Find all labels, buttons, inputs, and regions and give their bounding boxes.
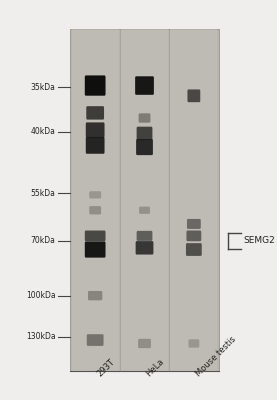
Text: HeLa: HeLa (145, 357, 166, 379)
FancyBboxPatch shape (87, 334, 104, 346)
FancyBboxPatch shape (138, 339, 151, 348)
FancyBboxPatch shape (136, 139, 153, 155)
FancyBboxPatch shape (188, 339, 199, 348)
FancyBboxPatch shape (70, 29, 219, 371)
FancyBboxPatch shape (85, 76, 106, 96)
FancyBboxPatch shape (86, 122, 104, 138)
Text: 130kDa: 130kDa (26, 332, 56, 341)
Text: Mouse testis: Mouse testis (194, 335, 238, 379)
FancyBboxPatch shape (186, 230, 201, 241)
FancyBboxPatch shape (188, 90, 200, 102)
Text: 100kDa: 100kDa (26, 291, 56, 300)
FancyBboxPatch shape (137, 127, 152, 140)
FancyBboxPatch shape (136, 241, 153, 254)
FancyBboxPatch shape (139, 207, 150, 214)
Text: 40kDa: 40kDa (31, 127, 56, 136)
Text: 35kDa: 35kDa (31, 83, 56, 92)
FancyBboxPatch shape (86, 137, 104, 154)
FancyBboxPatch shape (85, 230, 106, 241)
Text: 293T: 293T (95, 358, 116, 379)
FancyBboxPatch shape (121, 29, 168, 371)
Text: 70kDa: 70kDa (31, 236, 56, 246)
FancyBboxPatch shape (86, 106, 104, 120)
FancyBboxPatch shape (135, 76, 154, 95)
FancyBboxPatch shape (170, 29, 217, 371)
FancyBboxPatch shape (72, 29, 119, 371)
FancyBboxPatch shape (88, 291, 102, 300)
FancyBboxPatch shape (187, 219, 201, 229)
FancyBboxPatch shape (186, 243, 202, 256)
FancyBboxPatch shape (137, 231, 152, 241)
FancyBboxPatch shape (138, 113, 150, 123)
Text: 55kDa: 55kDa (31, 189, 56, 198)
FancyBboxPatch shape (89, 206, 101, 214)
FancyBboxPatch shape (85, 242, 106, 258)
FancyBboxPatch shape (89, 191, 101, 198)
Text: SEMG2: SEMG2 (243, 236, 275, 246)
